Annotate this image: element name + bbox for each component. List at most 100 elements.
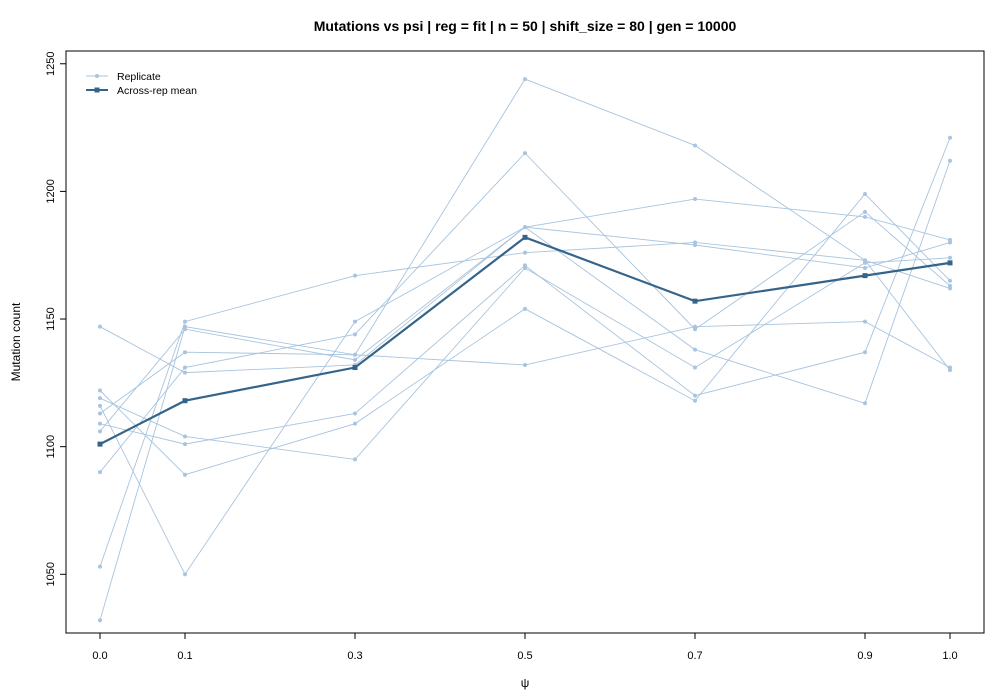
- replicate-point: [98, 396, 102, 401]
- replicate-point: [863, 214, 867, 219]
- y-tick-label: 1200: [45, 179, 57, 203]
- mean-point: [97, 441, 103, 447]
- legend: Replicate Across-rep mean: [86, 71, 197, 97]
- x-tick-label: 0.7: [687, 650, 702, 662]
- replicate-point: [948, 240, 952, 245]
- x-tick-label: 0.9: [857, 650, 872, 662]
- replicate-series: [98, 255, 952, 462]
- y-axis-label: Mutation count: [9, 302, 23, 381]
- legend-mean-label: Across-rep mean: [117, 85, 197, 97]
- replicate-point: [353, 332, 357, 337]
- y-tick-label: 1150: [45, 307, 57, 331]
- replicate-point: [523, 362, 527, 367]
- replicate-point: [98, 564, 102, 569]
- replicate-point: [183, 350, 187, 355]
- replicate-point: [183, 365, 187, 370]
- replicate-point: [948, 278, 952, 283]
- replicate-point: [523, 250, 527, 255]
- replicate-point: [863, 319, 867, 324]
- replicate-series: [98, 151, 952, 475]
- replicate-point: [98, 411, 102, 416]
- replicate-point: [98, 618, 102, 623]
- replicate-point: [863, 350, 867, 355]
- x-tick-label: 0.0: [92, 650, 107, 662]
- replicate-line: [99, 160, 951, 576]
- y-tick-label: 1250: [45, 52, 57, 76]
- replicate-point: [948, 255, 952, 260]
- legend-mean-marker: [94, 87, 100, 93]
- replicate-series: [98, 135, 952, 447]
- replicate-point: [693, 324, 697, 329]
- replicate-point: [523, 151, 527, 156]
- y-axis: 1050 1100 1150 1200 1250: [45, 52, 66, 587]
- replicate-point: [523, 306, 527, 311]
- replicate-point: [183, 472, 187, 477]
- replicate-point: [948, 158, 952, 163]
- replicate-point: [183, 434, 187, 439]
- replicate-point: [353, 319, 357, 324]
- mean-series: [97, 234, 953, 447]
- replicate-series: [98, 191, 952, 477]
- replicate-line: [99, 137, 951, 445]
- mean-point: [522, 234, 528, 240]
- replicate-point: [183, 572, 187, 577]
- legend-replicate-label: Replicate: [117, 71, 161, 83]
- replicate-line: [99, 198, 951, 432]
- replicate-point: [693, 398, 697, 403]
- replicate-point: [863, 401, 867, 406]
- replicate-point: [948, 365, 952, 370]
- replicate-line: [99, 152, 951, 473]
- x-axis-label: ψ: [521, 676, 530, 690]
- replicate-point: [523, 265, 527, 270]
- y-tick-label: 1100: [45, 435, 57, 459]
- replicate-point: [98, 429, 102, 434]
- replicate-point: [183, 327, 187, 332]
- replicate-point: [863, 260, 867, 265]
- replicate-series: [98, 240, 952, 569]
- replicate-series: [98, 319, 952, 416]
- replicate-series: [98, 158, 952, 577]
- replicate-point: [353, 457, 357, 462]
- y-tick-label: 1050: [45, 562, 57, 586]
- replicate-point: [693, 365, 697, 370]
- replicate-point: [98, 403, 102, 408]
- replicate-point: [863, 209, 867, 214]
- replicate-series: [98, 225, 952, 375]
- replicate-line: [99, 257, 951, 460]
- x-tick-label: 0.3: [347, 650, 362, 662]
- series-layer: [97, 77, 953, 623]
- replicate-point: [693, 243, 697, 247]
- replicate-point: [523, 225, 527, 230]
- x-tick-label: 0.1: [177, 650, 192, 662]
- replicate-point: [183, 370, 187, 375]
- replicate-point: [98, 470, 102, 475]
- replicate-point: [353, 411, 357, 416]
- mean-point: [692, 298, 698, 304]
- replicate-line: [99, 78, 951, 621]
- mean-point: [862, 273, 868, 279]
- replicate-point: [523, 77, 527, 82]
- replicate-point: [98, 388, 102, 393]
- replicate-point: [353, 352, 357, 357]
- replicate-point: [693, 143, 697, 148]
- replicate-line: [99, 321, 951, 414]
- replicate-point: [863, 191, 867, 196]
- replicate-point: [98, 324, 102, 329]
- mean-point: [352, 365, 358, 371]
- x-axis: 0.0 0.1 0.3 0.5 0.7 0.9 1.0: [92, 633, 958, 662]
- replicate-point: [863, 265, 867, 270]
- replicate-point: [183, 319, 187, 324]
- replicate-series: [98, 77, 952, 623]
- replicate-point: [948, 283, 952, 288]
- replicate-point: [693, 197, 697, 202]
- mean-point: [947, 260, 953, 266]
- replicate-line: [99, 241, 951, 567]
- replicate-point: [353, 421, 357, 426]
- x-tick-label: 1.0: [942, 650, 957, 662]
- replicate-point: [183, 442, 187, 447]
- mean-point: [182, 398, 188, 404]
- legend-replicate-marker: [95, 74, 99, 78]
- replicate-point: [353, 273, 357, 278]
- replicate-line: [99, 226, 951, 374]
